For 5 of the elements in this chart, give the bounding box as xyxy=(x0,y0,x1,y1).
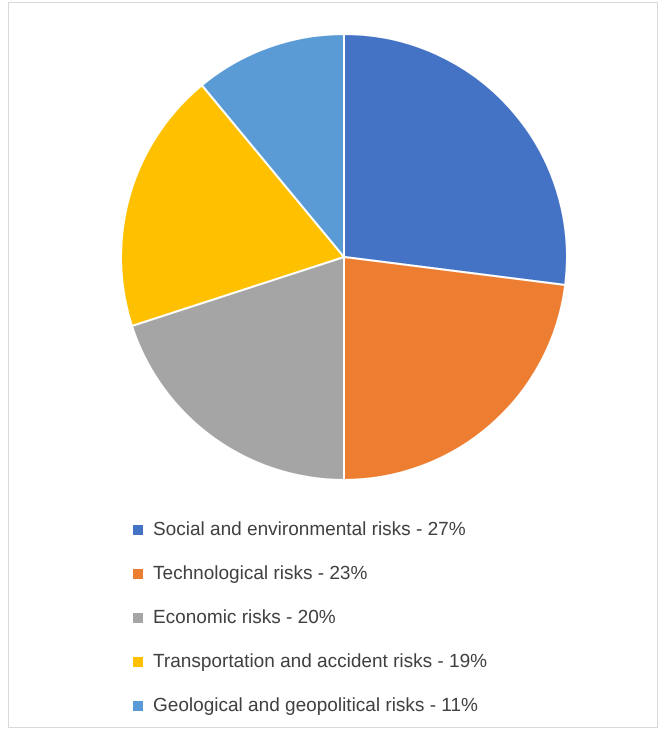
legend-label: Transportation and accident risks - 19% xyxy=(153,651,488,673)
legend-label: Geological and geopolitical risks - 11% xyxy=(153,695,478,717)
legend-label: Technological risks - 23% xyxy=(153,563,368,585)
legend-label: Social and environmental risks - 27% xyxy=(153,519,466,541)
legend-label: Economic risks - 20% xyxy=(153,607,336,629)
